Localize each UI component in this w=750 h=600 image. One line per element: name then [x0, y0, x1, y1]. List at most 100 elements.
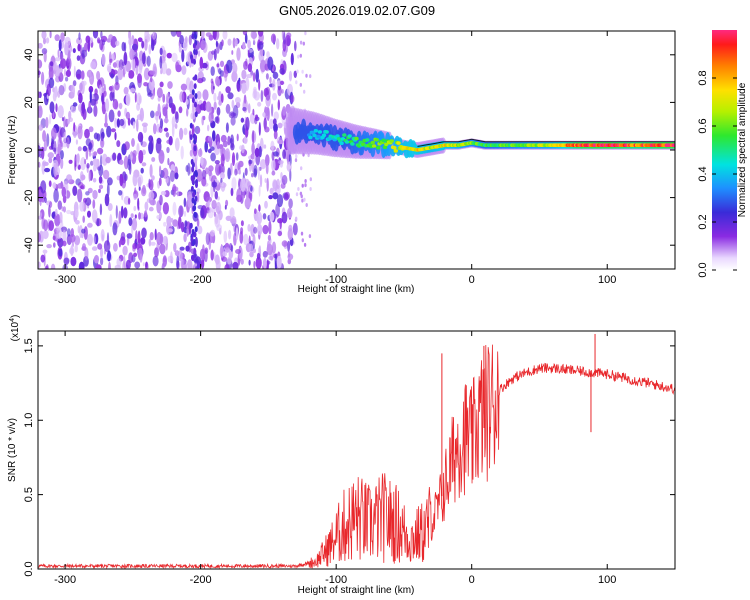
noise-cell: [110, 40, 113, 46]
noise-cell: [227, 256, 232, 265]
noise-cell: [49, 101, 55, 114]
noise-cell: [163, 221, 167, 227]
noise-cell: [269, 76, 272, 84]
noise-cell: [179, 127, 184, 140]
noise-cell: [125, 111, 131, 120]
noise-cell: [159, 233, 164, 245]
noise-cell: [79, 201, 85, 212]
noise-cell: [227, 135, 231, 146]
x-tick-label: -200: [190, 574, 212, 586]
noise-cell: [236, 47, 241, 61]
noise-cell: [47, 152, 54, 159]
noise-cell: [256, 211, 263, 225]
noise-cell: [38, 161, 41, 168]
noise-cell: [116, 118, 120, 128]
noise-cell: [276, 255, 282, 269]
noise-cell: [234, 38, 238, 47]
noise-cell: [72, 102, 78, 107]
noise-cell: [189, 222, 193, 229]
noise-cell: [48, 220, 54, 232]
noise-cell: [264, 178, 267, 183]
noise-cell: [100, 247, 103, 259]
noise-cell: [95, 264, 102, 269]
noise-cell: [78, 32, 81, 41]
noise-cell: [151, 157, 156, 162]
noise-cell: [259, 174, 263, 188]
noise-cell: [252, 72, 256, 82]
noise-cell: [183, 197, 187, 208]
noise-cell: [52, 147, 57, 152]
noise-cell: [253, 226, 258, 234]
noise-cell: [305, 73, 308, 78]
noise-cell: [92, 199, 96, 209]
noise-cell: [196, 168, 203, 182]
noise-cell: [172, 201, 177, 216]
noise-cell: [158, 149, 165, 164]
noise-cell: [189, 149, 193, 157]
noise-cell: [236, 133, 239, 142]
x-tick-label: -100: [325, 274, 347, 286]
noise-cell: [110, 73, 114, 79]
noise-cell: [194, 258, 199, 264]
noise-cell: [214, 160, 220, 165]
ridge-core: [389, 139, 394, 143]
snr-frame: [37, 330, 676, 570]
noise-cell: [309, 177, 312, 182]
noise-cell: [138, 61, 143, 75]
noise-cell: [259, 59, 267, 73]
noise-cell: [266, 259, 269, 269]
noise-cell: [96, 70, 101, 81]
noise-cell: [172, 183, 177, 197]
noise-cell: [134, 92, 137, 103]
noise-cell: [196, 90, 202, 100]
noise-cell: [191, 97, 195, 104]
noise-cell: [112, 222, 118, 236]
noise-cell: [49, 61, 54, 67]
noise-cell: [210, 184, 214, 198]
noise-cell: [186, 107, 189, 117]
noise-cell: [109, 214, 113, 227]
noise-cell: [183, 210, 187, 217]
noise-cell: [162, 202, 169, 215]
noise-cell: [92, 158, 98, 167]
noise-cell: [76, 73, 81, 79]
noise-cell: [156, 215, 161, 220]
noise-cell: [88, 100, 91, 114]
noise-cell: [275, 203, 280, 218]
x-tick-label: 100: [598, 574, 616, 586]
noise-cell: [262, 250, 268, 258]
noise-cell: [210, 249, 214, 261]
noise-cell: [159, 47, 163, 56]
noise-cell: [116, 140, 121, 148]
noise-cell: [197, 225, 203, 235]
x-tick-label: 0: [469, 574, 475, 586]
spectrogram-ylabel: Frequency (Hz): [7, 116, 18, 185]
noise-cell: [121, 41, 126, 52]
noise-cell: [85, 191, 90, 196]
noise-cell: [259, 47, 264, 57]
colorbar-tick-label: 0.0: [697, 262, 709, 277]
noise-cell: [119, 118, 125, 127]
noise-cell: [45, 116, 49, 129]
noise-cell: [147, 92, 153, 97]
noise-cell: [107, 250, 111, 262]
noise-cell: [59, 211, 63, 224]
noise-cell: [105, 156, 111, 164]
noise-cell: [304, 183, 307, 188]
noise-cell: [287, 240, 291, 252]
noise-cell: [301, 198, 304, 203]
noise-cell: [108, 109, 115, 123]
noise-cell: [289, 168, 292, 182]
noise-cell: [166, 52, 172, 59]
noise-cell: [68, 110, 72, 120]
noise-cell: [229, 243, 233, 251]
noise-cell: [70, 84, 76, 98]
noise-cell: [222, 31, 228, 40]
noise-cell: [92, 177, 97, 183]
noise-cell: [77, 43, 81, 52]
noise-cell: [303, 197, 306, 202]
noise-cell: [225, 122, 229, 133]
noise-cell: [258, 247, 261, 254]
noise-cell: [101, 86, 104, 94]
noise-cell: [175, 111, 179, 124]
